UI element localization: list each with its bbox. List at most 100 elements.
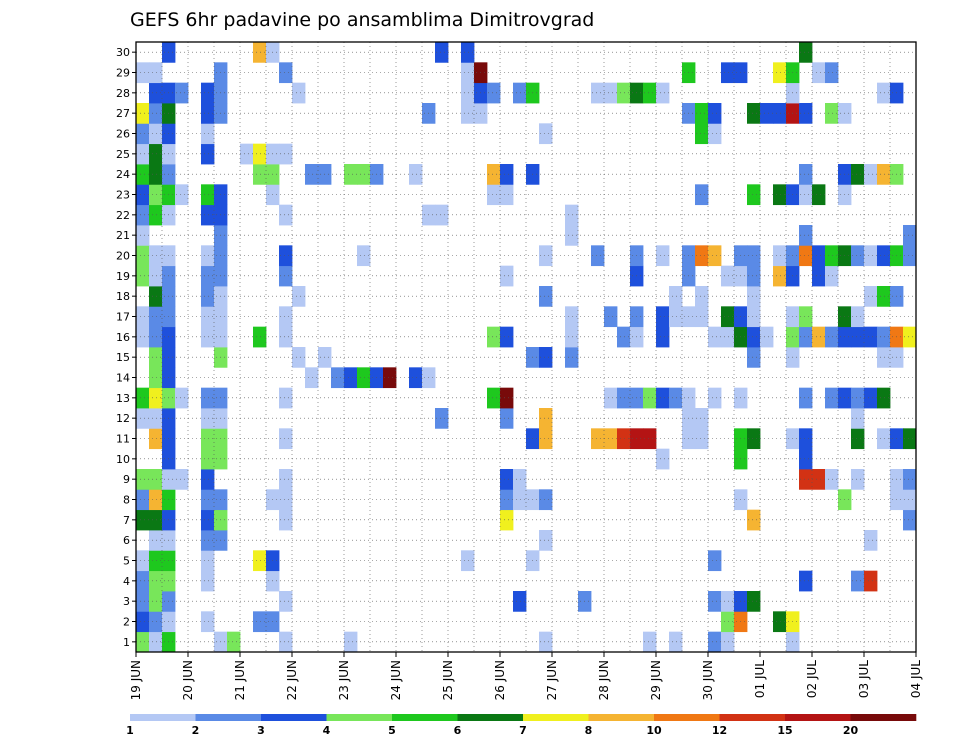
precip-cell xyxy=(903,509,917,531)
legend-label: 6 xyxy=(454,724,462,737)
precip-cell xyxy=(253,550,267,572)
precip-cell xyxy=(903,245,917,267)
precip-cell xyxy=(500,509,514,531)
y-tick-label: 5 xyxy=(123,555,130,568)
y-tick-label: 6 xyxy=(123,534,130,547)
legend-swatch xyxy=(261,714,327,721)
precip-cell xyxy=(240,143,254,165)
legend-label: 15 xyxy=(777,724,792,737)
precip-cell xyxy=(500,184,514,206)
precip-cell xyxy=(279,469,293,490)
precip-cell xyxy=(513,469,527,490)
x-tick-label: 02 JUL xyxy=(805,660,819,698)
y-tick-label: 29 xyxy=(116,67,130,80)
precip-cell xyxy=(747,428,761,450)
precip-cell xyxy=(708,631,722,653)
precip-cell xyxy=(175,82,189,104)
precip-cell xyxy=(435,408,449,429)
precip-cell xyxy=(487,184,501,206)
precip-cell xyxy=(136,489,150,511)
precip-cell xyxy=(149,387,163,409)
precip-cell xyxy=(747,245,761,267)
precip-cell xyxy=(851,326,865,348)
precip-cell xyxy=(656,306,670,328)
precip-cell xyxy=(539,123,553,145)
precip-cell xyxy=(877,82,891,104)
precip-cell xyxy=(513,591,527,612)
precip-cell xyxy=(747,103,761,124)
legend-swatch xyxy=(850,714,917,721)
y-tick-label: 15 xyxy=(116,351,130,364)
precip-cell xyxy=(279,143,293,165)
precip-cell xyxy=(812,184,826,206)
precip-cell xyxy=(656,245,670,267)
precip-cell xyxy=(253,326,267,348)
precip-cell xyxy=(435,42,449,63)
precip-cell xyxy=(149,509,163,531)
precip-cell xyxy=(292,286,306,307)
y-tick-label: 3 xyxy=(123,595,130,608)
precip-cell xyxy=(604,306,618,328)
y-tick-label: 7 xyxy=(123,514,130,527)
precip-cell xyxy=(292,347,306,368)
y-tick-label: 23 xyxy=(116,189,130,202)
y-tick-label: 12 xyxy=(116,412,130,425)
legend-label: 7 xyxy=(519,724,527,737)
precip-cell xyxy=(149,631,163,653)
precip-cell xyxy=(149,591,163,612)
precip-cell xyxy=(136,631,150,653)
precip-cell xyxy=(149,204,163,226)
precip-cell xyxy=(825,245,839,267)
y-tick-label: 10 xyxy=(116,453,130,466)
precip-cell xyxy=(201,387,215,409)
precip-cell xyxy=(617,326,631,348)
precip-cell xyxy=(136,164,150,185)
x-tick-label: 01 JUL xyxy=(753,660,767,698)
precip-cell xyxy=(708,123,722,145)
precip-cell xyxy=(669,387,683,409)
precip-cell xyxy=(825,265,839,287)
precip-cell xyxy=(500,164,514,185)
axis-ticks xyxy=(132,51,917,657)
precip-cell xyxy=(708,550,722,572)
precip-cell xyxy=(773,245,787,267)
y-tick-label: 8 xyxy=(123,494,130,507)
precip-cell xyxy=(409,367,423,389)
precip-cell xyxy=(773,184,787,206)
precip-cell xyxy=(877,245,891,267)
precip-cell xyxy=(136,62,150,84)
y-tick-label: 17 xyxy=(116,311,130,324)
precip-cell xyxy=(435,204,449,226)
x-tick-label: 28 JUN xyxy=(597,660,611,700)
precip-cell xyxy=(201,103,215,124)
precip-cell xyxy=(149,306,163,328)
precip-cell xyxy=(747,347,761,368)
precip-cell xyxy=(747,184,761,206)
y-tick-label: 25 xyxy=(116,148,130,161)
legend-label: 3 xyxy=(257,724,265,737)
precip-cell xyxy=(799,306,813,328)
precip-cell xyxy=(903,489,917,511)
precip-cell xyxy=(201,408,215,429)
chart-title: GEFS 6hr padavine po ansamblima Dimitrov… xyxy=(130,9,594,31)
precip-cell xyxy=(877,164,891,185)
precip-cell xyxy=(136,306,150,328)
y-tick-label: 1 xyxy=(123,636,130,649)
precip-cell xyxy=(877,347,891,368)
legend-swatch xyxy=(457,714,524,721)
precip-cell xyxy=(136,123,150,145)
precip-cell xyxy=(825,326,839,348)
precip-cell xyxy=(539,347,553,368)
precip-cell xyxy=(656,448,670,470)
precip-cell xyxy=(812,62,826,84)
precip-cell xyxy=(708,387,722,409)
legend-swatch xyxy=(785,714,851,721)
precip-cell xyxy=(136,387,150,409)
y-tick-label: 14 xyxy=(116,372,130,385)
precip-cell xyxy=(773,611,787,633)
y-tick-label: 19 xyxy=(116,270,130,283)
y-tick-label: 21 xyxy=(116,229,130,242)
precip-cell xyxy=(136,143,150,165)
precip-cell xyxy=(799,225,813,246)
legend-label: 2 xyxy=(192,724,200,737)
